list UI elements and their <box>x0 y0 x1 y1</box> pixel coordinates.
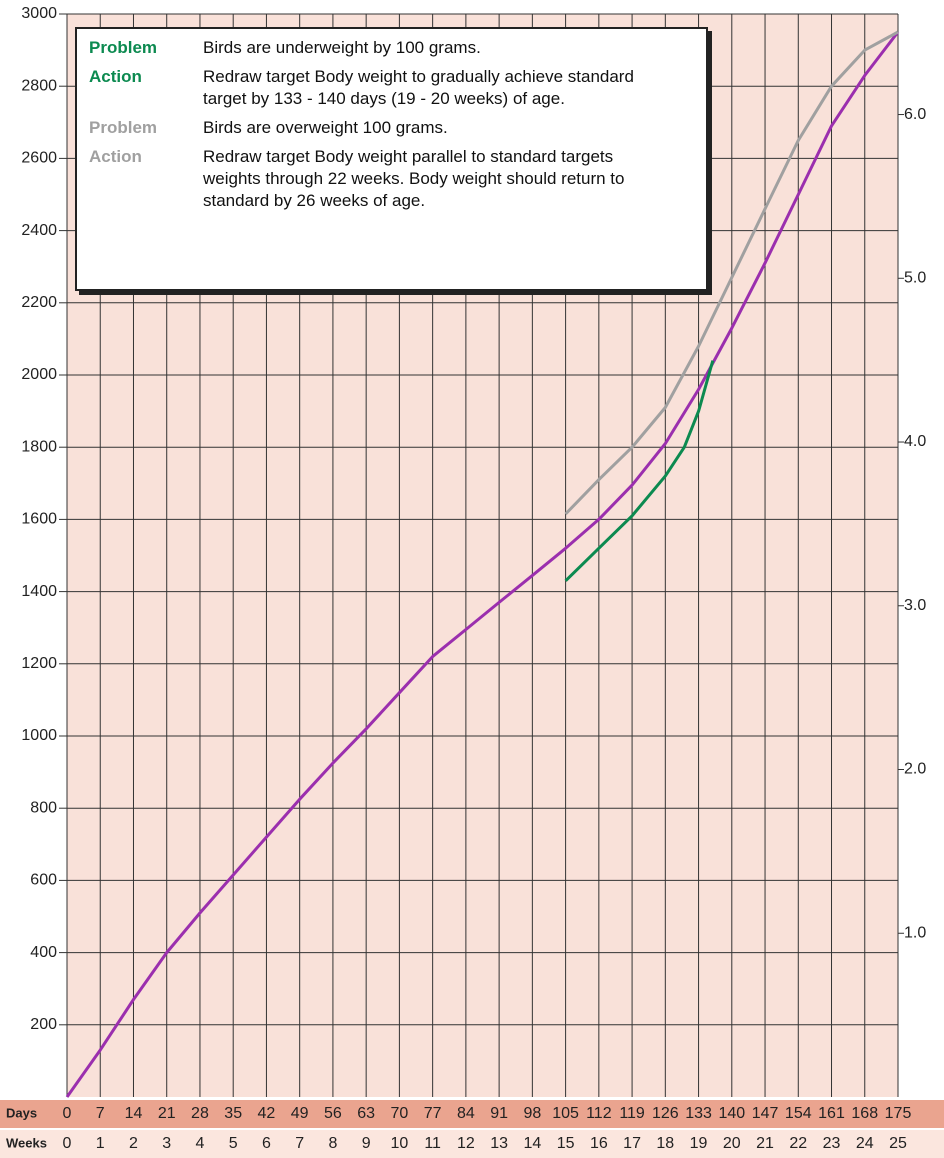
week-label: 24 <box>856 1135 874 1152</box>
week-label: 8 <box>328 1135 337 1152</box>
days-label: Days <box>6 1105 37 1120</box>
x-tick-label: 112 <box>586 1105 612 1122</box>
x-tick-label: 126 <box>652 1105 679 1122</box>
series-line <box>564 30 899 516</box>
annotation: Problem Birds are overweight 100 grams. <box>89 117 694 139</box>
y-tick-label: 1000 <box>21 727 57 744</box>
y-tick-label: 2600 <box>21 150 57 167</box>
x-tick-label: 168 <box>851 1105 878 1122</box>
y-tick-label: 1800 <box>21 438 57 455</box>
x-tick-label: 98 <box>523 1105 541 1122</box>
y-tick-label: 2400 <box>21 222 57 239</box>
week-label: 23 <box>823 1135 841 1152</box>
week-label: 2 <box>129 1135 138 1152</box>
annotation-label: Problem <box>89 118 158 137</box>
annotation-text: Birds are underweight by 100 grams. <box>203 38 481 57</box>
x-tick-label: 7 <box>96 1105 105 1122</box>
series-line <box>65 31 900 1098</box>
annotation-label: Action <box>89 67 142 86</box>
x-tick-label: 119 <box>619 1105 645 1122</box>
week-label: 1 <box>96 1135 105 1152</box>
annotation-box: Problem Birds are underweight by 100 gram… <box>75 27 708 291</box>
week-label: 11 <box>424 1135 441 1152</box>
y-tick-label: 2800 <box>21 77 57 94</box>
x-tick-label: 35 <box>224 1105 242 1122</box>
week-label: 7 <box>295 1135 304 1152</box>
y2-tick-label: 2.0 <box>904 761 926 778</box>
weeks-row <box>0 1130 944 1158</box>
x-tick-label: 56 <box>324 1105 342 1122</box>
y-tick-label: 200 <box>30 1016 57 1033</box>
y-tick-label: 400 <box>30 944 57 961</box>
y-tick-label: 3000 <box>21 5 57 22</box>
y-tick-label: 1600 <box>21 511 57 528</box>
x-tick-label: 154 <box>785 1105 812 1122</box>
annotation-label: Problem <box>89 38 158 57</box>
week-label: 21 <box>756 1135 774 1152</box>
x-tick-label: 28 <box>191 1105 209 1122</box>
week-label: 6 <box>262 1135 271 1152</box>
x-tick-label: 84 <box>457 1105 475 1122</box>
y-tick-label: 800 <box>30 799 57 816</box>
annotation-text: Birds are overweight 100 grams. <box>203 118 448 137</box>
y2-tick-label: 3.0 <box>904 597 926 614</box>
week-label: 12 <box>457 1135 475 1152</box>
x-tick-label: 63 <box>357 1105 375 1122</box>
y2-tick-label: 4.0 <box>904 433 926 450</box>
annotation-text: Redraw target Body weight parallel to st… <box>203 147 625 210</box>
week-label: 10 <box>391 1135 409 1152</box>
y2-tick-label: 6.0 <box>904 106 926 123</box>
y2-tick-label: 5.0 <box>904 270 926 287</box>
y-tick-label: 2200 <box>21 294 57 311</box>
week-label: 5 <box>229 1135 238 1152</box>
week-label: 25 <box>889 1135 907 1152</box>
annotation: Action Redraw target Body weight to gradu… <box>89 66 694 110</box>
x-tick-label: 147 <box>752 1105 779 1122</box>
days-row <box>0 1100 944 1128</box>
weeks-label: Weeks <box>6 1135 47 1150</box>
x-tick-label: 161 <box>818 1105 845 1122</box>
x-tick-label: 105 <box>552 1105 579 1122</box>
x-tick-label: 14 <box>125 1105 143 1122</box>
x-tick-label: 140 <box>718 1105 745 1122</box>
week-label: 15 <box>557 1135 575 1152</box>
series-line <box>564 360 715 582</box>
week-label: 16 <box>590 1135 608 1152</box>
annotation-text: Redraw target Body weight to gradually a… <box>203 67 634 108</box>
y-tick-label: 2000 <box>21 366 57 383</box>
annotation-label: Action <box>89 147 142 166</box>
week-label: 14 <box>523 1135 541 1152</box>
x-tick-label: 77 <box>424 1105 442 1122</box>
x-tick-label: 70 <box>391 1105 409 1122</box>
x-tick-label: 21 <box>158 1105 176 1122</box>
x-tick-label: 42 <box>258 1105 276 1122</box>
x-tick-label: 175 <box>885 1105 912 1122</box>
week-label: 13 <box>490 1135 508 1152</box>
y-tick-label: 600 <box>30 872 57 889</box>
week-label: 18 <box>656 1135 674 1152</box>
y2-tick-label: 1.0 <box>904 924 926 941</box>
week-label: 0 <box>63 1135 72 1152</box>
week-label: 19 <box>690 1135 708 1152</box>
annotation: Action Redraw target Body weight parallel… <box>89 146 694 212</box>
week-label: 22 <box>789 1135 807 1152</box>
x-tick-label: 133 <box>685 1105 712 1122</box>
week-label: 17 <box>623 1135 641 1152</box>
annotation: Problem Birds are underweight by 100 gram… <box>89 37 694 59</box>
week-label: 20 <box>723 1135 741 1152</box>
x-tick-label: 0 <box>63 1105 72 1122</box>
y-tick-label: 1400 <box>21 583 57 600</box>
x-tick-label: 91 <box>490 1105 508 1122</box>
week-label: 3 <box>162 1135 171 1152</box>
week-label: 9 <box>362 1135 371 1152</box>
x-tick-label: 49 <box>291 1105 309 1122</box>
y-tick-label: 1200 <box>21 655 57 672</box>
week-label: 4 <box>196 1135 205 1152</box>
